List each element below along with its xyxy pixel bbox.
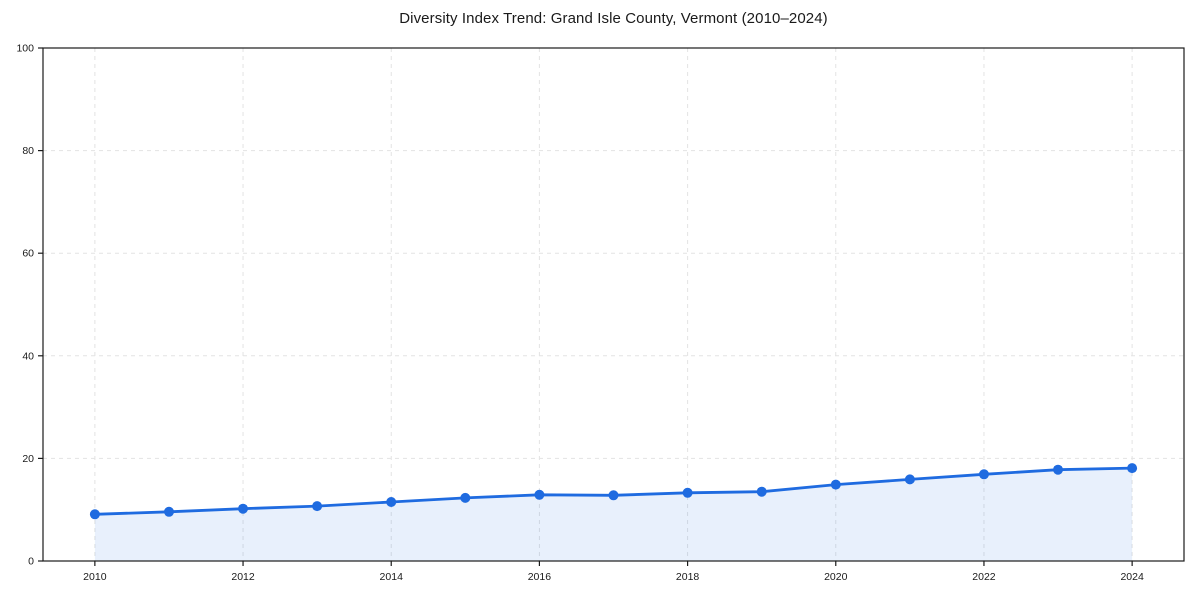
- data-point-marker: [386, 497, 397, 507]
- y-tick-label: 0: [28, 556, 34, 568]
- data-point-marker: [1053, 464, 1063, 475]
- data-point-marker: [682, 487, 693, 498]
- data-point-marker: [164, 506, 174, 517]
- data-point-marker: [460, 492, 471, 503]
- x-tick-label: 2018: [676, 571, 700, 583]
- y-tick-label: 80: [22, 145, 34, 157]
- y-tick-label: 40: [22, 350, 34, 362]
- x-tick-label: 2012: [231, 571, 255, 583]
- x-tick-label: 2016: [528, 571, 552, 583]
- x-tick-label: 2024: [1120, 571, 1144, 583]
- x-tick-label: 2022: [972, 571, 996, 583]
- y-tick-label: 100: [16, 43, 34, 55]
- data-point-marker: [312, 501, 323, 512]
- chart-title: Diversity Index Trend: Grand Isle County…: [399, 10, 828, 27]
- y-tick-label: 60: [22, 248, 34, 260]
- data-point-marker: [608, 490, 619, 501]
- data-point-marker: [756, 486, 767, 497]
- x-tick-label: 2010: [83, 571, 107, 583]
- x-tick-label: 2014: [380, 571, 404, 583]
- data-point-marker: [534, 489, 545, 500]
- area-fill: [94, 468, 1133, 561]
- data-point-marker: [89, 509, 100, 520]
- data-point-marker: [904, 474, 915, 485]
- data-point-marker: [979, 469, 989, 480]
- plot-border: [42, 47, 1185, 562]
- x-tick-label: 2020: [824, 571, 848, 583]
- data-point-marker: [830, 479, 841, 490]
- data-point-marker: [1127, 463, 1138, 474]
- data-point-marker: [238, 503, 248, 514]
- y-tick-label: 20: [22, 453, 34, 465]
